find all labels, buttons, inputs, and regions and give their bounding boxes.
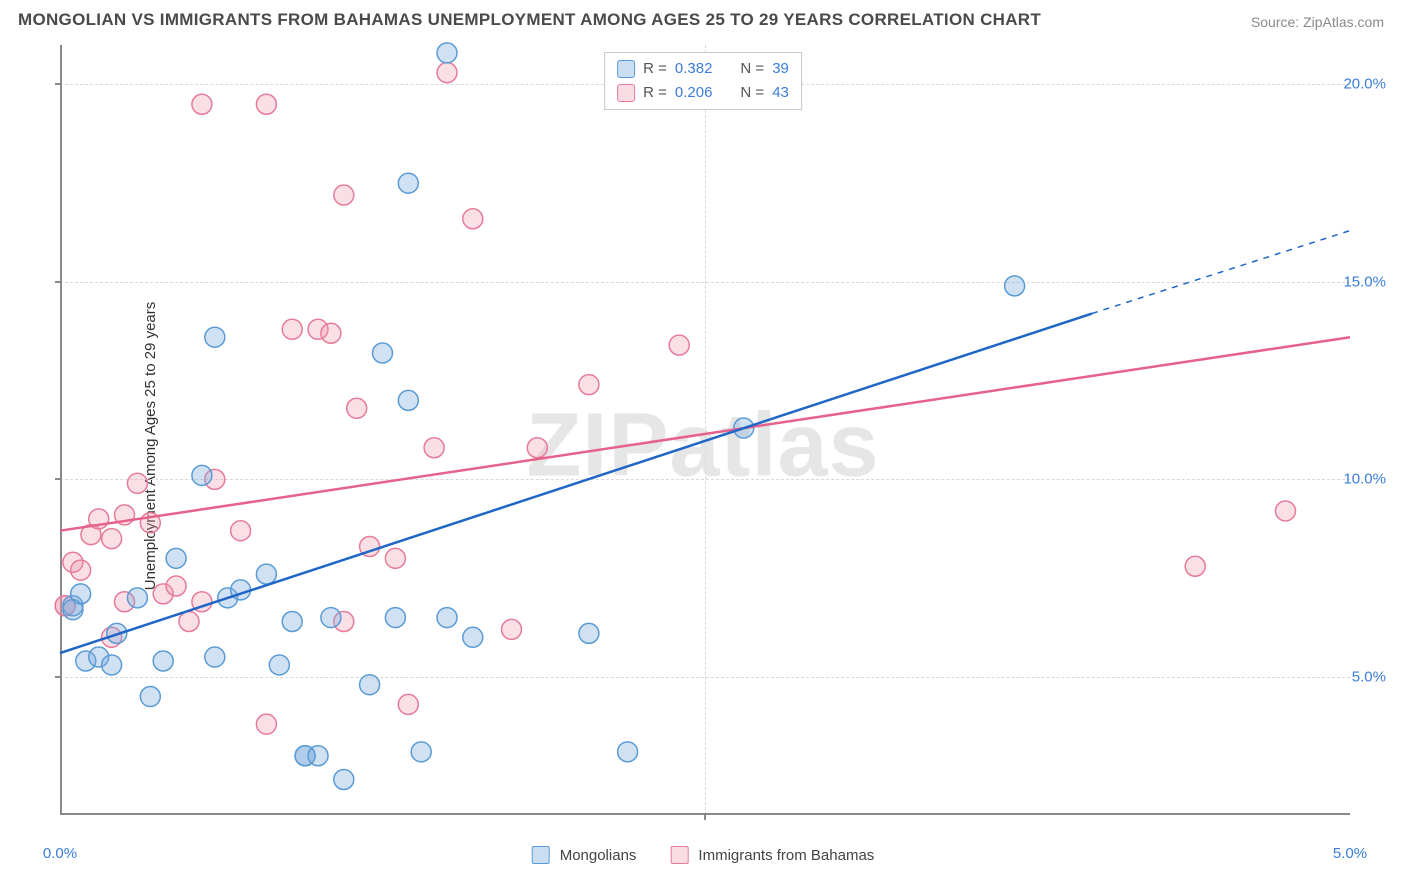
data-point	[256, 564, 276, 584]
regression-line	[1092, 231, 1350, 314]
data-point	[166, 576, 186, 596]
swatch-blue-icon	[532, 846, 550, 864]
data-point	[192, 94, 212, 114]
series-legend: Mongolians Immigrants from Bahamas	[532, 846, 875, 864]
data-point	[437, 43, 457, 63]
data-point	[373, 343, 393, 363]
r-value-blue: 0.382	[675, 57, 713, 81]
n-label: N =	[740, 57, 764, 81]
data-point	[334, 185, 354, 205]
chart-title: MONGOLIAN VS IMMIGRANTS FROM BAHAMAS UNE…	[18, 10, 1041, 30]
source-attribution: Source: ZipAtlas.com	[1251, 14, 1384, 30]
data-point	[205, 647, 225, 667]
data-point	[411, 742, 431, 762]
y-tick-label: 20.0%	[1343, 76, 1386, 93]
data-point	[347, 398, 367, 418]
data-point	[579, 623, 599, 643]
data-point	[308, 746, 328, 766]
data-point	[1005, 276, 1025, 296]
data-point	[153, 651, 173, 671]
r-label: R =	[643, 57, 667, 81]
data-point	[192, 465, 212, 485]
n-value-blue: 39	[772, 57, 789, 81]
data-point	[398, 694, 418, 714]
correlation-legend: R = 0.382 N = 39 R = 0.206 N = 43	[604, 52, 802, 110]
data-point	[102, 655, 122, 675]
r-value-pink: 0.206	[675, 81, 713, 105]
data-point	[502, 619, 522, 639]
data-point	[102, 529, 122, 549]
regression-line	[60, 337, 1350, 530]
data-point	[205, 327, 225, 347]
data-point	[360, 675, 380, 695]
data-point	[71, 584, 91, 604]
legend-row-pink: R = 0.206 N = 43	[617, 81, 789, 105]
data-point	[385, 548, 405, 568]
data-point	[385, 608, 405, 628]
data-point	[618, 742, 638, 762]
data-point	[140, 687, 160, 707]
data-point	[334, 769, 354, 789]
data-point	[256, 714, 276, 734]
n-value-pink: 43	[772, 81, 789, 105]
data-point	[398, 390, 418, 410]
data-point	[463, 209, 483, 229]
data-point	[282, 612, 302, 632]
y-tick-label: 10.0%	[1343, 471, 1386, 488]
n-label: N =	[740, 81, 764, 105]
data-point	[579, 375, 599, 395]
data-point	[231, 521, 251, 541]
data-point	[321, 608, 341, 628]
y-tick-label: 5.0%	[1352, 668, 1386, 685]
swatch-pink-icon	[617, 84, 635, 102]
r-label: R =	[643, 81, 667, 105]
data-point	[179, 612, 199, 632]
scatter-plot-svg	[60, 45, 1350, 815]
swatch-pink-icon	[670, 846, 688, 864]
data-point	[437, 608, 457, 628]
y-tick-label: 15.0%	[1343, 273, 1386, 290]
x-tick-label: 0.0%	[43, 845, 77, 862]
data-point	[256, 94, 276, 114]
data-point	[321, 323, 341, 343]
data-point	[127, 473, 147, 493]
legend-label-pink: Immigrants from Bahamas	[698, 847, 874, 864]
data-point	[463, 627, 483, 647]
data-point	[282, 319, 302, 339]
data-point	[669, 335, 689, 355]
swatch-blue-icon	[617, 60, 635, 78]
x-tick-label: 5.0%	[1333, 845, 1367, 862]
data-point	[269, 655, 289, 675]
data-point	[71, 560, 91, 580]
data-point	[1276, 501, 1296, 521]
data-point	[398, 173, 418, 193]
data-point	[424, 438, 444, 458]
data-point	[1185, 556, 1205, 576]
data-point	[437, 63, 457, 83]
data-point	[527, 438, 547, 458]
tick-mark	[704, 815, 706, 820]
legend-row-blue: R = 0.382 N = 39	[617, 57, 789, 81]
data-point	[127, 588, 147, 608]
legend-label-blue: Mongolians	[560, 847, 637, 864]
data-point	[166, 548, 186, 568]
